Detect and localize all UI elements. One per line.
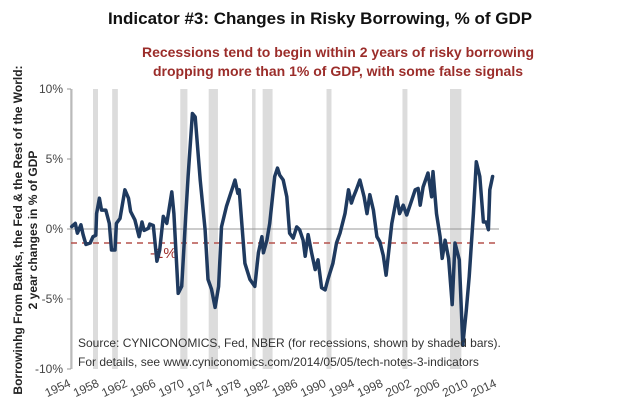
x-tick-label: 2002 [383, 376, 413, 400]
x-tick-label: 1958 [71, 376, 101, 400]
y-tick-label: 5% [46, 152, 64, 166]
x-tick-label: 1982 [241, 376, 271, 400]
x-tick-label: 2010 [440, 376, 470, 400]
y-tick-label: -5% [42, 292, 64, 306]
y-axis-label-line-2: 2 year changes in % of GDP [26, 151, 40, 310]
y-axis-label-line-1: Borrowinhg From Banks, the Fed & the Res… [11, 65, 25, 394]
x-tick-label: 1962 [99, 376, 129, 400]
chart-subtitle-line-1: Recessions tend to begin within 2 years … [142, 44, 534, 60]
y-tick-label: 0% [46, 222, 64, 236]
y-ticks: 10% 5% 0% -5% -10% [35, 82, 71, 376]
x-tick-label: 1974 [185, 376, 215, 400]
x-tick-label: 1998 [355, 376, 385, 400]
source-line-1: Source: CYNICONOMICS, Fed, NBER (for rec… [78, 336, 501, 350]
chart-subtitle-line-2: dropping more than 1% of GDP, with some … [153, 63, 523, 79]
series-line [69, 111, 495, 347]
x-tick-label: 2014 [468, 376, 498, 400]
chart-title: Indicator #3: Changes in Risky Borrowing… [108, 9, 532, 28]
y-tick-label: -10% [35, 362, 63, 376]
y-tick-label: 10% [39, 82, 63, 96]
x-tick-label: 1978 [213, 376, 243, 400]
x-tick-label: 1990 [298, 376, 328, 400]
x-ticks: 1954195819621966197019741978198219861990… [43, 376, 499, 400]
x-tick-label: 1986 [270, 376, 300, 400]
source-line-2: For details, see www.cyniconomics.com/20… [78, 355, 479, 369]
x-tick-label: 1966 [128, 376, 158, 400]
x-tick-label: 2006 [412, 376, 442, 400]
x-tick-label: 1970 [156, 376, 186, 400]
x-tick-label: 1994 [327, 376, 357, 400]
x-tick-label: 1954 [43, 376, 73, 400]
